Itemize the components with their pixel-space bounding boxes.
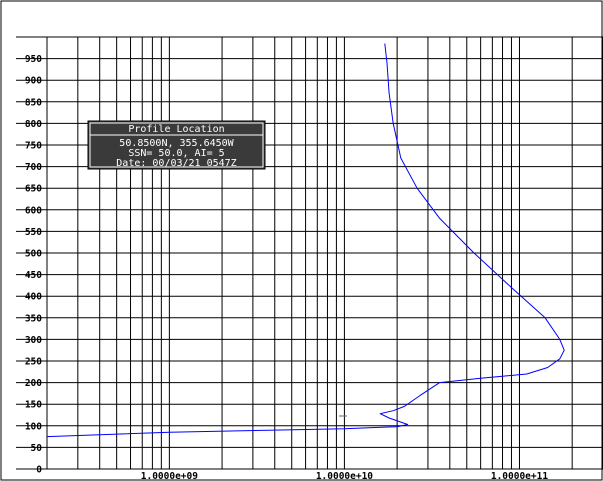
x-tick-label: 1.0000e+10 [316, 471, 373, 481]
y-tick-label: 950 [25, 54, 42, 65]
y-tick-label: 550 [25, 227, 42, 238]
profile-curve-layer [46, 43, 565, 438]
grid-lines [16, 37, 603, 470]
info-box-coordinates: 50.8500N, 355.6450W [119, 138, 234, 149]
y-tick-label: 250 [25, 357, 42, 368]
y-tick-label: 850 [25, 97, 42, 108]
info-box-inner-border [89, 122, 264, 168]
x-tick-label: 1.0000e+11 [491, 471, 548, 481]
x-axis-tick-labels: 1.0000e+09 1.0000e+10 1.0000e+11 [141, 471, 549, 481]
y-tick-label: 700 [25, 162, 42, 173]
y-tick-label: 100 [25, 421, 42, 432]
y-tick-label: 300 [25, 335, 42, 346]
y-tick-label: 900 [25, 76, 42, 87]
info-box-ssn-ai: SSN= 50.0, AI= 5 [128, 148, 224, 159]
y-tick-label: 150 [25, 400, 42, 411]
y-tick-label: 50 [31, 443, 43, 454]
info-box-date: Date: 00/03/21 0547Z [116, 158, 236, 169]
profile-location-box: Profile Location 50.8500N, 355.6450W SSN… [87, 120, 266, 170]
y-tick-label: 800 [25, 119, 42, 130]
y-tick-label: 750 [25, 141, 42, 152]
y-tick-label: 0 [36, 465, 42, 476]
y-tick-label: 600 [25, 205, 42, 216]
info-box-background [87, 120, 266, 170]
x-tick-label: 1.0000e+09 [141, 471, 198, 481]
y-tick-label: 350 [25, 313, 42, 324]
y-tick-label: 500 [25, 249, 42, 260]
y-tick-label: 650 [25, 184, 42, 195]
y-tick-label: 400 [25, 292, 42, 303]
y-axis-tick-labels: 0 50 100 150 200 250 300 350 400 450 500 550 600 650 7… [25, 54, 42, 475]
y-tick-label: 200 [25, 378, 42, 389]
info-box-title: Profile Location [128, 124, 224, 135]
y-tick-label: 450 [25, 270, 42, 281]
profile-curve [46, 43, 565, 438]
